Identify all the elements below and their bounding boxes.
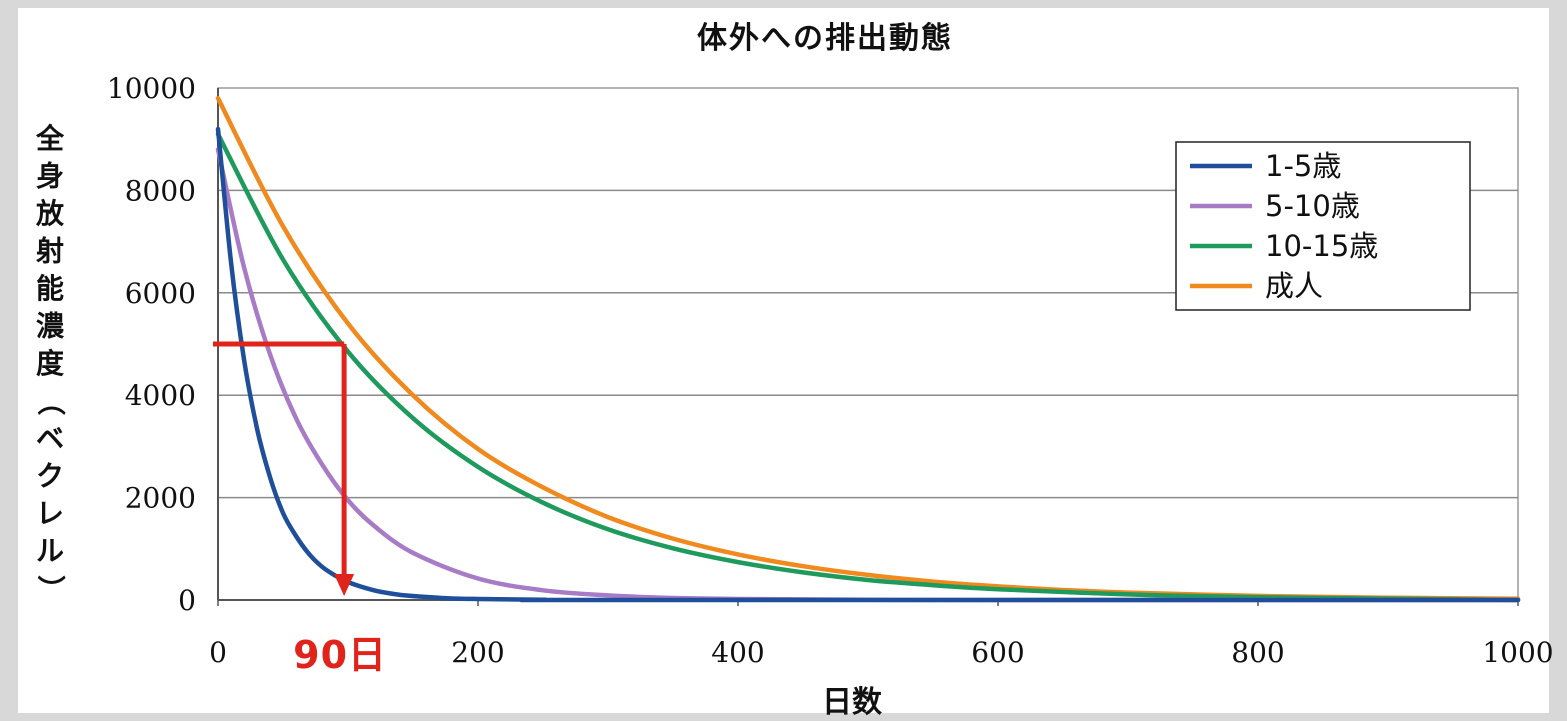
y-axis-label-char: ） <box>34 575 67 603</box>
x-tick-label: 200 <box>451 636 504 669</box>
y-axis-ticks: 0 2000 4000 6000 8000 10000 <box>107 72 196 617</box>
y-axis-label-char: 濃 <box>36 310 65 343</box>
legend-label: 10-15歳 <box>1265 229 1378 263</box>
y-axis-label-char: ル <box>36 535 64 568</box>
x-axis-ticks: 0 200 400 600 800 1000 <box>209 600 1554 669</box>
y-axis-label-char: ベ <box>36 422 64 455</box>
y-axis-label-char: 能 <box>36 272 64 305</box>
x-tick-label: 0 <box>209 636 227 669</box>
legend-label: 5-10歳 <box>1265 189 1360 223</box>
x-axis-label: 日数 <box>822 685 883 720</box>
annotation-arrowhead <box>334 574 355 596</box>
y-tick-label: 2000 <box>125 482 196 515</box>
series-line-10-15歳 <box>215 131 1521 603</box>
y-tick-label: 8000 <box>125 174 196 207</box>
chart-title: 体外への排出動態 <box>697 21 953 56</box>
annotation: 90日 <box>213 341 387 677</box>
legend-label: 1-5歳 <box>1265 149 1341 183</box>
y-axis-label-char: 身 <box>36 160 64 193</box>
y-tick-label: 0 <box>178 584 196 617</box>
y-axis-label-char: レ <box>36 497 64 530</box>
x-tick-label: 400 <box>711 636 764 669</box>
annotation-label: 90日 <box>293 633 387 677</box>
series-lines <box>215 95 1521 603</box>
x-tick-label: 1000 <box>1482 636 1553 669</box>
y-tick-label: 6000 <box>125 277 196 310</box>
y-tick-label: 10000 <box>107 72 196 105</box>
y-axis-label-char: （ <box>34 387 67 415</box>
y-axis-label-char: 射 <box>35 235 64 268</box>
legend-label: 成人 <box>1265 269 1323 303</box>
x-tick-label: 600 <box>971 636 1024 669</box>
y-tick-label: 4000 <box>125 379 196 412</box>
y-axis-label-char: 全 <box>35 122 65 155</box>
legend-box <box>1175 141 1471 311</box>
x-tick-label: 800 <box>1231 636 1284 669</box>
y-axis-label-char: 放 <box>35 197 65 230</box>
y-axis-label-char: 度 <box>36 347 64 380</box>
y-axis-label-char: ク <box>36 460 64 493</box>
series-line-1-5歳 <box>215 126 1521 603</box>
